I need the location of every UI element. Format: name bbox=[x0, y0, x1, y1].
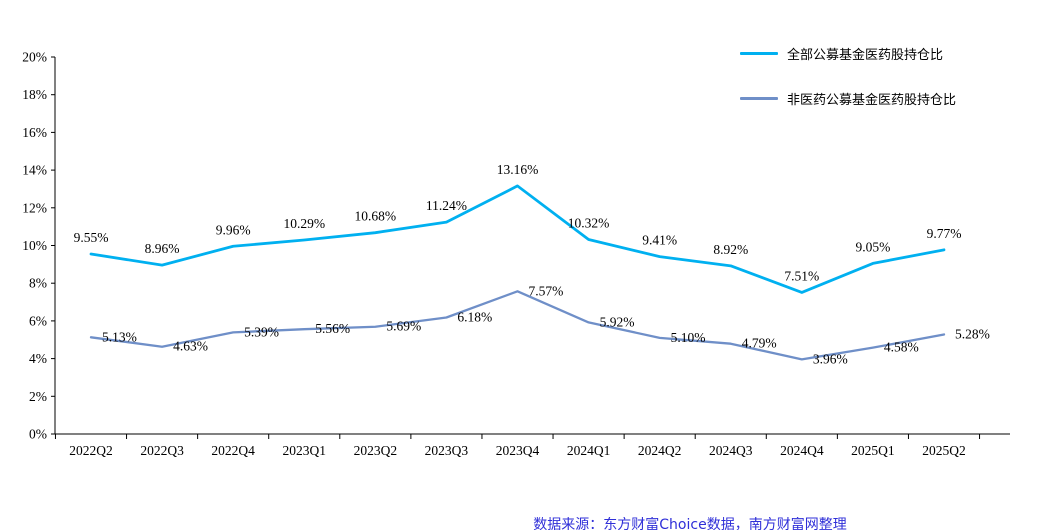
y-axis-label: 8% bbox=[29, 276, 47, 291]
data-label-series0: 8.92% bbox=[713, 242, 748, 257]
data-label-series0: 10.29% bbox=[283, 216, 325, 231]
data-label-series1: 6.18% bbox=[457, 310, 492, 325]
data-label-series0: 7.51% bbox=[784, 268, 819, 283]
data-label-series0: 9.96% bbox=[216, 222, 251, 237]
data-label-series1: 3.96% bbox=[813, 351, 848, 366]
legend-label-all-funds: 全部公募基金医药股持仓比 bbox=[787, 48, 944, 63]
x-axis-label: 2024Q2 bbox=[638, 443, 682, 458]
data-label-series1: 5.69% bbox=[386, 319, 421, 334]
y-axis-label: 4% bbox=[29, 351, 47, 366]
data-label-series0: 9.77% bbox=[927, 226, 962, 241]
source-caption[interactable]: 数据来源：东方财富Choice数据，南方财富网整理 bbox=[533, 517, 847, 530]
x-axis-label: 2025Q2 bbox=[922, 443, 966, 458]
y-axis-label: 0% bbox=[29, 427, 47, 442]
data-label-series1: 5.13% bbox=[102, 329, 137, 344]
legend-line-swatch-non-pharma-funds bbox=[740, 97, 778, 100]
legend-line-swatch-all-funds bbox=[740, 52, 778, 55]
legend-item-non-pharma-funds: 非医药公募基金医药股持仓比 bbox=[740, 89, 1020, 108]
data-label-series0: 9.05% bbox=[855, 239, 890, 254]
x-axis-label: 2024Q1 bbox=[567, 443, 611, 458]
line-chart: 0% 2% 4% 6% 8% 10% 12% 14% 16% 18% 20% 2022Q2 2022Q3… bbox=[22, 50, 1010, 458]
y-axis-label: 12% bbox=[22, 200, 47, 215]
y-axis-label: 6% bbox=[29, 313, 47, 328]
x-axis-label: 2023Q3 bbox=[425, 443, 469, 458]
data-label-series1: 4.79% bbox=[742, 336, 777, 351]
x-axis-label: 2022Q2 bbox=[69, 443, 113, 458]
data-label-series0: 10.68% bbox=[355, 209, 397, 224]
data-label-series1: 5.10% bbox=[671, 330, 706, 345]
x-axis-label: 2023Q1 bbox=[283, 443, 327, 458]
x-axis-label: 2022Q4 bbox=[211, 443, 255, 458]
y-axis-label: 20% bbox=[22, 50, 47, 65]
legend-label-non-pharma-funds: 非医药公募基金医药股持仓比 bbox=[787, 93, 957, 108]
data-label-series0: 9.41% bbox=[642, 233, 677, 248]
x-axis-label: 2025Q1 bbox=[851, 443, 895, 458]
data-label-series0: 11.24% bbox=[426, 198, 467, 213]
data-label-series0: 8.96% bbox=[145, 241, 180, 256]
data-label-series1: 7.57% bbox=[529, 283, 564, 298]
data-label-series0: 13.16% bbox=[497, 162, 539, 177]
y-axis-label: 14% bbox=[22, 163, 47, 178]
data-label-series1: 5.28% bbox=[955, 326, 990, 341]
x-axis-label: 2023Q4 bbox=[496, 443, 540, 458]
y-axis-label: 2% bbox=[29, 389, 47, 404]
data-label-series1: 5.56% bbox=[315, 321, 350, 336]
legend-item-all-funds: 全部公募基金医药股持仓比 bbox=[740, 44, 1020, 63]
x-axis-label: 2022Q3 bbox=[140, 443, 184, 458]
data-label-series1: 4.63% bbox=[173, 339, 208, 354]
x-axis-label: 2023Q2 bbox=[354, 443, 398, 458]
data-label-series1: 4.58% bbox=[884, 340, 919, 355]
data-label-series0: 10.32% bbox=[568, 215, 610, 230]
data-label-series1: 5.92% bbox=[600, 314, 635, 329]
series-line-0 bbox=[89, 184, 946, 294]
data-label-series0: 9.55% bbox=[74, 230, 109, 245]
x-axis-label: 2024Q4 bbox=[780, 443, 824, 458]
data-label-series1: 5.39% bbox=[244, 324, 279, 339]
y-axis-label: 10% bbox=[22, 238, 47, 253]
series-line-1 bbox=[89, 290, 946, 361]
legend: 全部公募基金医药股持仓比 非医药公募基金医药股持仓比 bbox=[740, 44, 1020, 108]
y-axis-label: 18% bbox=[22, 87, 47, 102]
y-axis-label: 16% bbox=[22, 125, 47, 140]
x-axis-label: 2024Q3 bbox=[709, 443, 753, 458]
